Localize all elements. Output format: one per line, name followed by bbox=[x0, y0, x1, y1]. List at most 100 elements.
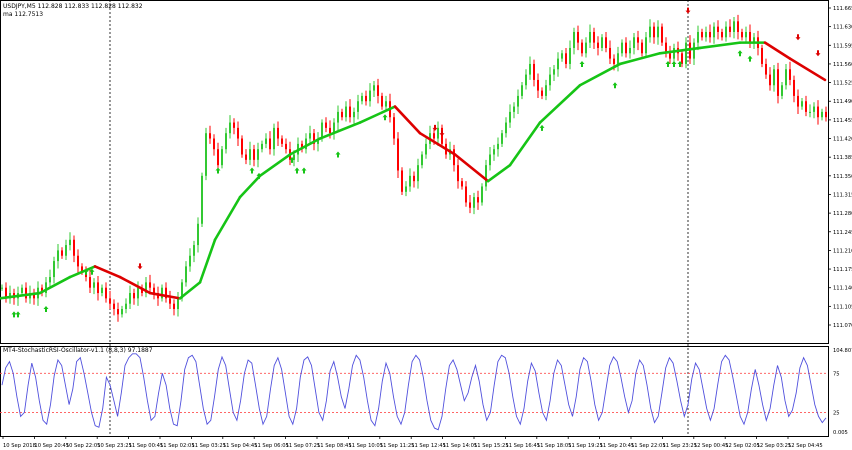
candle-body bbox=[569, 47, 571, 64]
candle-body bbox=[773, 69, 775, 86]
candle-body bbox=[97, 282, 99, 294]
candle-body bbox=[369, 90, 371, 102]
axes: 111.665 111.630 111.595 111.560 111.525 111.4… bbox=[2, 6, 852, 449]
candle-body bbox=[573, 31, 575, 48]
candle-body bbox=[205, 133, 207, 176]
candle-body bbox=[741, 31, 743, 38]
candle-body bbox=[373, 85, 375, 91]
candle-body bbox=[41, 287, 43, 294]
time-axis-label: 11 Sep 22:05 bbox=[631, 443, 666, 449]
buy-arrow-icon bbox=[382, 114, 388, 121]
price-axis-label: 111.420 bbox=[833, 137, 852, 143]
sell-arrow-icon bbox=[795, 34, 801, 41]
buy-arrow-icon bbox=[579, 60, 585, 67]
candle-body bbox=[717, 26, 719, 32]
sell-arrow-icon bbox=[439, 130, 445, 137]
symbol-ohlc-line: USDJPY,M5 112.828 112.833 112.828 112.83… bbox=[3, 3, 143, 11]
candle-body bbox=[633, 37, 635, 48]
candle-body bbox=[653, 26, 655, 38]
oscillator-info-label: MT4-StochasticRSI-Oscillator-v1.1 (8,8,3… bbox=[3, 347, 153, 354]
candle-body bbox=[133, 293, 135, 299]
candle-body bbox=[109, 298, 111, 304]
price-pane[interactable] bbox=[0, 0, 829, 436]
candle-body bbox=[33, 293, 35, 299]
candle-body bbox=[457, 165, 459, 182]
candle-body bbox=[517, 95, 519, 107]
candle-body bbox=[721, 31, 723, 38]
candle-body bbox=[189, 255, 191, 267]
time-axis-label: 12 Sep 04:45 bbox=[788, 443, 823, 449]
time-axis-label: 11 Sep 08:45 bbox=[317, 443, 352, 449]
candle-body bbox=[625, 42, 627, 54]
time-axis-label: 11 Sep 02:05 bbox=[160, 443, 195, 449]
candle-body bbox=[221, 149, 223, 166]
candle-body bbox=[697, 31, 699, 43]
candle-body bbox=[137, 287, 139, 299]
candle-body bbox=[257, 149, 259, 160]
ma-segment bbox=[258, 153, 292, 178]
candle-body bbox=[417, 165, 419, 182]
candle-body bbox=[105, 287, 107, 299]
candle-body bbox=[729, 26, 731, 32]
candle-body bbox=[561, 53, 563, 59]
ma-segment bbox=[788, 57, 827, 82]
ma-segment bbox=[213, 195, 242, 242]
price-axis-label: 111.385 bbox=[833, 155, 852, 161]
candle-body bbox=[213, 138, 215, 150]
candle-body bbox=[521, 85, 523, 96]
candle-body bbox=[113, 303, 115, 310]
candle-body bbox=[405, 186, 407, 192]
ma-segment bbox=[486, 163, 512, 183]
candle-body bbox=[733, 21, 735, 32]
candle-body bbox=[253, 149, 255, 160]
candle-body bbox=[81, 266, 83, 272]
candle-body bbox=[661, 26, 663, 43]
candle-body bbox=[117, 309, 119, 315]
candle-body bbox=[669, 53, 671, 59]
candle-body bbox=[5, 287, 7, 299]
candle-body bbox=[337, 111, 339, 123]
candle-body bbox=[713, 26, 715, 38]
candle-body bbox=[409, 175, 411, 187]
candle-body bbox=[153, 287, 155, 294]
candle-body bbox=[165, 287, 167, 299]
candle-body bbox=[77, 255, 79, 267]
candle-body bbox=[437, 127, 439, 139]
candle-body bbox=[49, 277, 51, 283]
candle-body bbox=[61, 250, 63, 256]
price-axis-label: 111.350 bbox=[833, 174, 852, 180]
price-axis-label: 111.280 bbox=[833, 211, 852, 217]
candle-body bbox=[265, 138, 267, 144]
candle-body bbox=[589, 31, 591, 43]
candle-body bbox=[701, 31, 703, 38]
price-axis-label: 111.595 bbox=[833, 43, 852, 49]
oscillator-axis-label: 75 bbox=[833, 371, 840, 377]
candle-body bbox=[489, 154, 491, 166]
candle-body bbox=[65, 245, 67, 256]
candle-body bbox=[25, 287, 27, 299]
candle-body bbox=[541, 90, 543, 96]
ma-segment bbox=[0, 291, 42, 300]
candle-body bbox=[281, 138, 283, 144]
sell-arrow-icon bbox=[685, 7, 691, 14]
candle-body bbox=[301, 143, 303, 150]
ma-segment bbox=[288, 137, 322, 156]
candle-body bbox=[565, 53, 567, 64]
time-axis-label: 10 Sep 20:45 bbox=[34, 443, 69, 449]
candle-body bbox=[637, 37, 639, 43]
oscillator-pane[interactable] bbox=[0, 346, 829, 437]
candle-body bbox=[493, 149, 495, 155]
candle-body bbox=[269, 138, 271, 150]
candle-body bbox=[709, 31, 711, 38]
candle-body bbox=[673, 47, 675, 59]
ma-segment bbox=[178, 281, 202, 300]
price-axis-label: 111.490 bbox=[833, 99, 852, 105]
price-pane-frame bbox=[0, 0, 829, 344]
time-axis-label: 12 Sep 03:25 bbox=[757, 443, 792, 449]
candle-body bbox=[825, 111, 827, 118]
candle-body bbox=[761, 47, 763, 64]
candle-body bbox=[817, 106, 819, 118]
candle-body bbox=[609, 47, 611, 59]
candle-body bbox=[73, 239, 75, 256]
